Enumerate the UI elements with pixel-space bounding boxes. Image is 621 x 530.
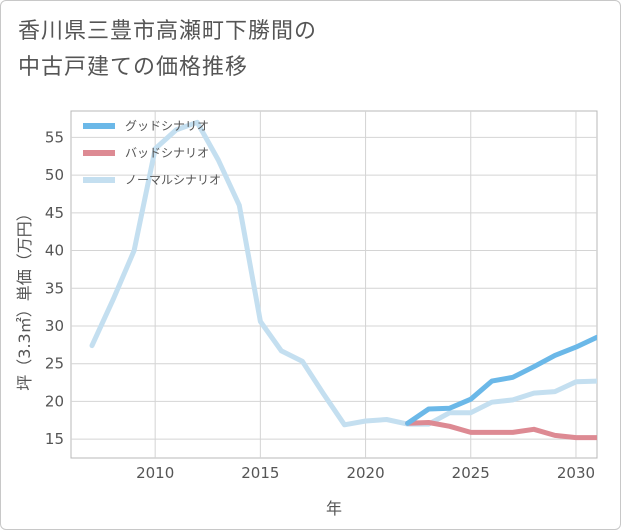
- legend-label-normal: ノーマルシナリオ: [125, 173, 221, 187]
- y-tick-40: 40: [45, 242, 64, 260]
- title-line-1: 香川県三豊市高瀬町下勝間の: [18, 19, 318, 44]
- series-lines: [89, 119, 597, 441]
- y-tick-45: 45: [45, 204, 64, 222]
- x-tick-2010: 2010: [136, 464, 174, 482]
- y-tick-labels: 15 20 25 30 35 40 45 50 55: [45, 128, 64, 448]
- y-tick-35: 35: [45, 279, 64, 297]
- legend-label-good: グッドシナリオ: [125, 119, 209, 133]
- title-line-2: 中古戸建ての価格推移: [18, 55, 249, 80]
- series-line-normal: [89, 119, 597, 428]
- y-tick-20: 20: [45, 392, 64, 410]
- series-line-good: [405, 334, 597, 426]
- chart-title: 香川県三豊市高瀬町下勝間の 中古戸建ての価格推移: [18, 14, 317, 86]
- y-tick-15: 15: [45, 430, 64, 448]
- y-tick-25: 25: [45, 355, 64, 373]
- y-tick-50: 50: [45, 166, 64, 184]
- x-tick-2025: 2025: [452, 464, 490, 482]
- y-tick-30: 30: [45, 317, 64, 335]
- x-tick-labels: 2010 2015 2020 2025 2030: [136, 464, 595, 482]
- y-axis-label: 坪（3.3㎡）単価（万円）: [15, 205, 34, 390]
- x-tick-2015: 2015: [241, 464, 279, 482]
- y-tick-55: 55: [45, 128, 64, 146]
- x-tick-2030: 2030: [557, 464, 595, 482]
- x-tick-2020: 2020: [346, 464, 384, 482]
- legend-label-bad: バッドシナリオ: [125, 146, 209, 160]
- series-line-bad: [405, 420, 597, 441]
- x-axis-label: 年: [326, 499, 342, 518]
